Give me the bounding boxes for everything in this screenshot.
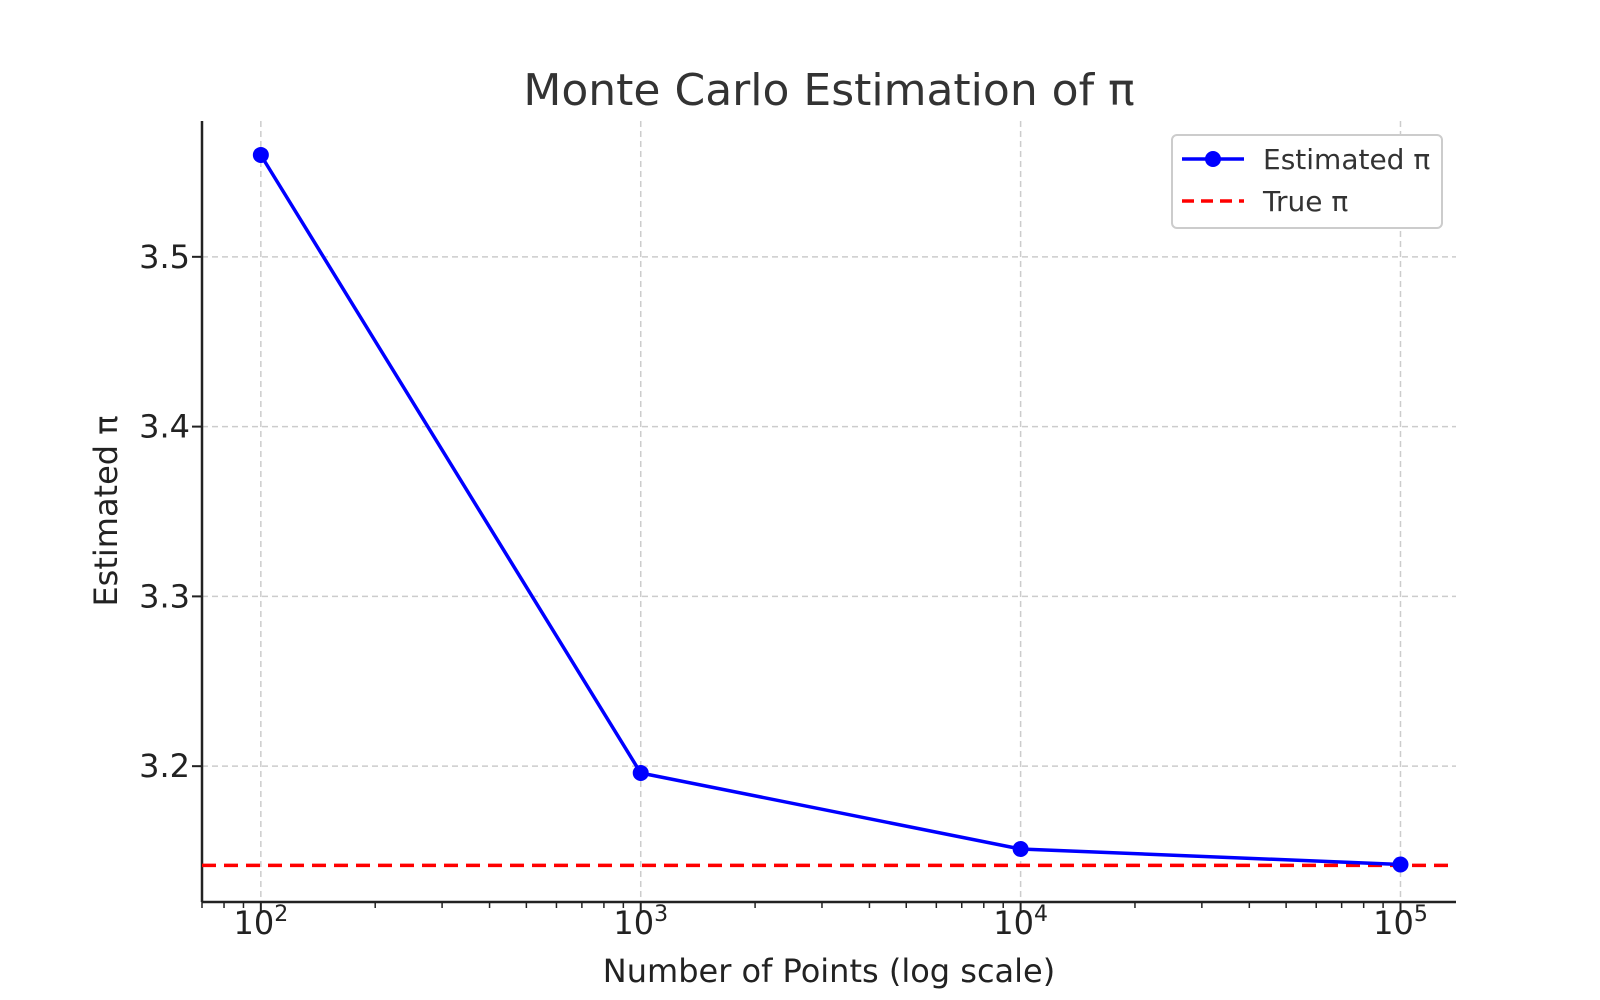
legend-true-label: True π	[1262, 185, 1348, 218]
x-tick-label: 105	[1373, 902, 1428, 942]
y-tick-label: 3.5	[139, 238, 190, 276]
y-axis-label: Estimated π	[87, 415, 125, 606]
legend-estimated-marker	[1205, 151, 1221, 167]
x-tick-label: 103	[613, 902, 668, 942]
estimated-pi-point	[632, 764, 649, 781]
estimated-pi-point	[1392, 856, 1409, 873]
x-axis-label: Number of Points (log scale)	[603, 952, 1055, 990]
axes	[200, 121, 1456, 904]
x-tick-label: 102	[233, 902, 288, 942]
estimated-pi-line	[259, 154, 1401, 867]
series	[202, 146, 1456, 873]
estimated-pi-point	[1012, 841, 1029, 858]
grid	[202, 121, 1456, 902]
x-ticks: 102 103 104 105	[233, 902, 1428, 942]
x-tick-label: 104	[993, 902, 1048, 942]
y-tick-label: 3.3	[139, 577, 190, 615]
y-tick-label: 3.2	[139, 747, 190, 785]
estimated-pi-point	[252, 146, 269, 163]
chart-title: Monte Carlo Estimation of π	[523, 65, 1134, 116]
y-tick-label: 3.4	[139, 408, 190, 446]
legend-estimated-label: Estimated π	[1263, 143, 1430, 176]
y-ticks: 3.2 3.3 3.4 3.5	[139, 238, 202, 785]
legend: Estimated π True π	[1171, 134, 1443, 229]
